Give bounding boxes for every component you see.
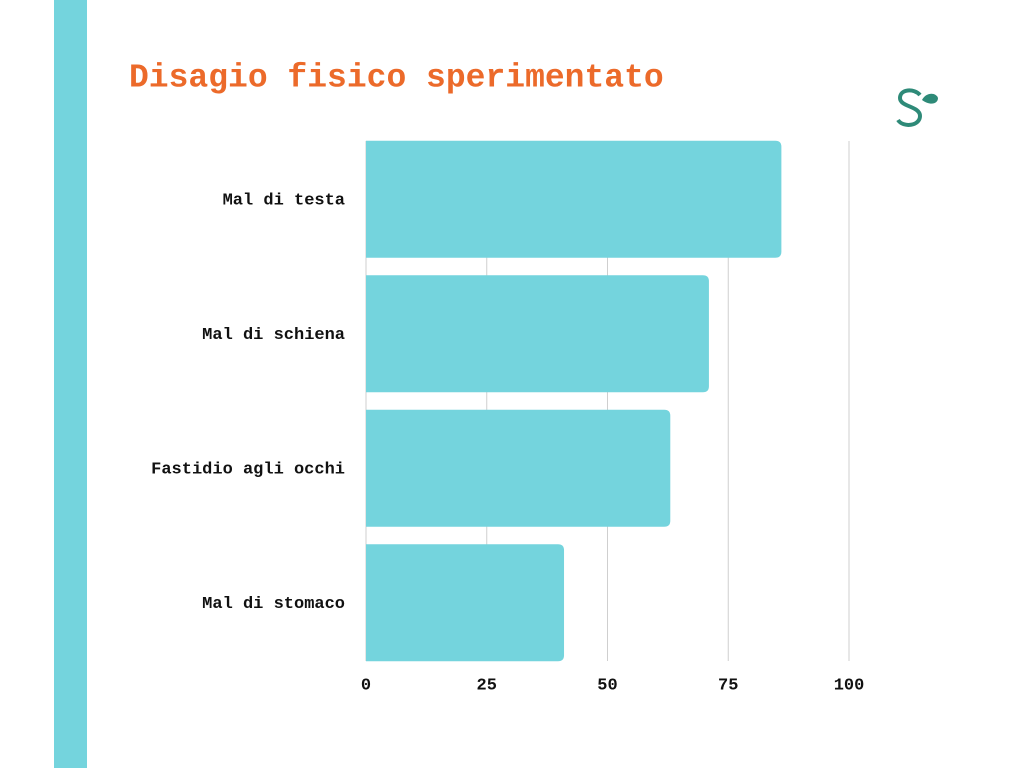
logo-s — [896, 88, 923, 127]
bar — [366, 275, 709, 393]
x-tick-label: 0 — [361, 676, 371, 695]
x-tick-label: 100 — [834, 676, 865, 695]
y-tick-label: Mal di stomaco — [202, 595, 345, 614]
chart-title: Disagio fisico sperimentato — [129, 60, 664, 97]
y-tick-label: Mal di testa — [223, 192, 345, 211]
x-tick-label: 75 — [718, 676, 738, 695]
bar — [366, 140, 782, 258]
logo — [896, 88, 938, 127]
x-tick-label: 25 — [477, 676, 497, 695]
side-stripe — [54, 0, 87, 768]
y-tick-label: Mal di schiena — [202, 326, 345, 345]
bar — [366, 544, 565, 662]
x-tick-label: 50 — [597, 676, 617, 695]
y-tick-label: Fastidio agli occhi — [151, 461, 345, 480]
logo-leaf — [922, 93, 938, 104]
bars — [366, 140, 782, 662]
bar — [366, 409, 671, 527]
